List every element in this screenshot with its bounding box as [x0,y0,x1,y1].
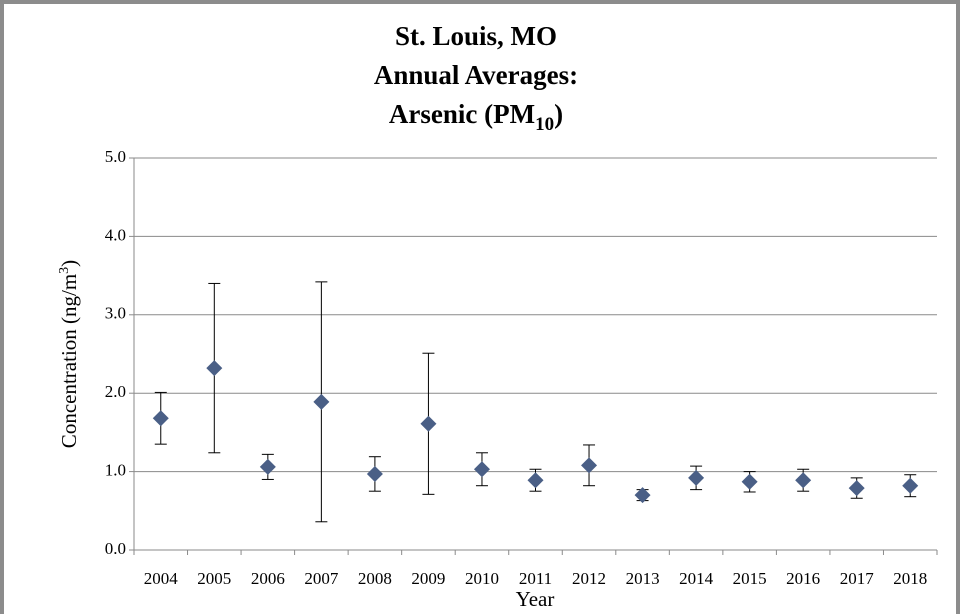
marker [366,465,383,482]
y-label-end: ) [57,260,81,267]
x-tick-label: 2016 [786,569,820,588]
x-tick-label: 2006 [251,569,285,588]
y-tick-label: 2.0 [105,382,126,401]
title-line: St. Louis, MO [395,21,557,51]
title-line: Arsenic (PM10) [389,99,563,135]
y-tick-label: 1.0 [105,461,126,480]
x-tick-label: 2010 [465,569,499,588]
x-tick-label: 2015 [733,569,767,588]
x-tick-label: 2014 [679,569,714,588]
y-label-sup: 3 [57,267,72,274]
marker [741,473,758,490]
marker [581,457,598,474]
marker [634,487,651,504]
y-tick-label: 5.0 [105,147,126,166]
marker [527,472,544,489]
y-tick-label: 4.0 [105,225,126,244]
marker [795,472,812,489]
marker [848,480,865,497]
x-tick-label: 2009 [411,569,445,588]
x-tick-label: 2017 [840,569,875,588]
x-tick-label: 2005 [197,569,231,588]
marker [473,461,490,478]
y-tick-label: 3.0 [105,304,126,323]
marker [902,477,919,494]
x-tick-label: 2007 [304,569,339,588]
marker [688,469,705,486]
x-tick-label: 2008 [358,569,392,588]
title-end: ) [554,99,563,129]
title-text: Arsenic (PM [389,99,535,129]
x-tick-label: 2013 [626,569,660,588]
marker [313,393,330,410]
title-line: Annual Averages: [374,60,578,90]
x-axis-label: Year [516,587,555,611]
x-tick-label: 2004 [144,569,179,588]
marker [206,360,223,377]
marker [259,458,276,475]
x-tick-label: 2012 [572,569,606,588]
marker [152,410,169,427]
y-label-text: Concentration (ng/m [57,274,81,448]
marker [420,415,437,432]
x-tick-label: 2011 [519,569,552,588]
y-axis-label: Concentration (ng/m3) [57,260,81,448]
chart: St. Louis, MO Annual Averages: Arsenic (… [57,21,938,611]
y-tick-label: 0.0 [105,539,126,558]
title-sub: 10 [535,114,554,135]
x-tick-label: 2018 [893,569,927,588]
